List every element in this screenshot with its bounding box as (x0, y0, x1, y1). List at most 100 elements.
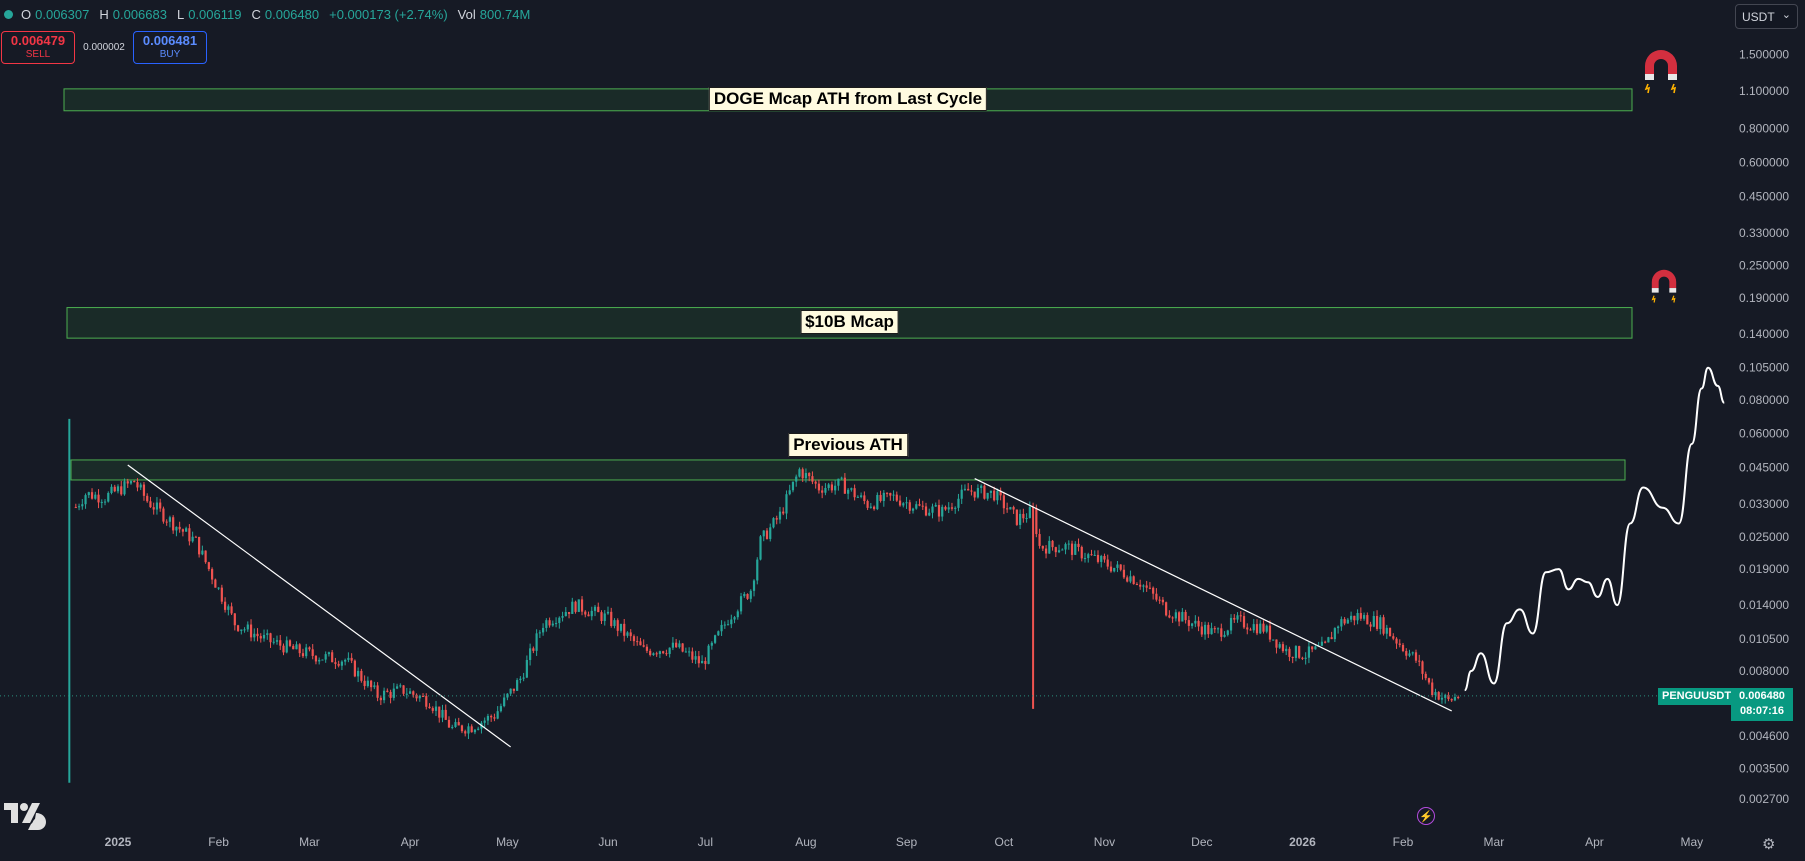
candle-body (1272, 639, 1275, 641)
candle-body (126, 481, 129, 484)
tradingview-logo-icon (4, 803, 46, 830)
candle-body (97, 494, 100, 503)
candle-body (418, 696, 421, 699)
candle-body (1252, 624, 1255, 631)
candle-body (499, 706, 503, 712)
candle-body (1320, 641, 1323, 646)
candle-body (477, 728, 480, 730)
candle-body (1453, 697, 1457, 701)
candle-body (331, 652, 334, 663)
candle-body (911, 508, 915, 511)
candle-body (116, 486, 120, 492)
candle-body (736, 611, 739, 618)
settings-icon[interactable]: ⚙ (1762, 836, 1776, 853)
y-tick-label: 0.008000 (1739, 664, 1789, 678)
candle-body (1019, 513, 1022, 525)
candle-body (240, 629, 243, 631)
candle-body (756, 559, 759, 581)
y-tick-label: 0.250000 (1739, 259, 1789, 273)
candle-body (103, 501, 107, 503)
candle-body (960, 489, 963, 499)
candle-body (1262, 623, 1265, 632)
currency-select[interactable]: USDT ⌄ (1735, 4, 1798, 29)
candle-body (759, 536, 762, 560)
candle-body (470, 726, 473, 733)
candle-body (1226, 630, 1229, 635)
candle-body (1103, 556, 1106, 560)
candle-body (970, 490, 973, 492)
candle-body (246, 624, 249, 630)
candle-body (902, 503, 905, 506)
x-tick-label: 2025 (105, 835, 132, 849)
candle-body (1246, 627, 1249, 630)
candle-body (713, 635, 717, 643)
candle-body (191, 536, 194, 542)
y-tick-label: 1.500000 (1739, 47, 1789, 61)
candle-body (142, 484, 146, 496)
candle-body (535, 633, 538, 651)
candle-body (1457, 697, 1460, 699)
x-tick-label: Oct (995, 835, 1014, 849)
candle-body (1106, 559, 1109, 567)
candle-body (233, 613, 236, 626)
candle-body (1431, 682, 1434, 696)
last-price-box: 0.006480 08:07:16 (1731, 687, 1793, 721)
candle-body (821, 490, 824, 493)
candle-body (837, 478, 840, 486)
candle-body (340, 661, 344, 666)
candle-body (623, 623, 626, 636)
candle-body (486, 715, 490, 721)
candle-body (795, 476, 798, 482)
candle-body (110, 486, 113, 493)
sell-button[interactable]: 0.006479 SELL (1, 31, 75, 64)
zone-label-doge-ath: DOGE Mcap ATH from Last Cycle (708, 86, 988, 111)
candle-body (1307, 646, 1311, 658)
candle-body (149, 501, 152, 508)
candle-body (892, 494, 895, 496)
y-tick-label: 0.033000 (1739, 497, 1789, 511)
candle-body (830, 484, 833, 491)
candle-body (1187, 620, 1190, 626)
candle-body (165, 521, 168, 523)
candle-body (655, 653, 658, 655)
candle-body (347, 657, 350, 660)
candle-body (580, 599, 584, 612)
zones-layer (63, 88, 1633, 481)
candle-body (791, 481, 795, 491)
candle-body (808, 473, 811, 477)
buy-button[interactable]: 0.006481 BUY (133, 31, 207, 64)
candle-body (1035, 508, 1038, 535)
candle-body (529, 648, 532, 660)
candle-body (1132, 576, 1135, 585)
candle-body (545, 620, 548, 628)
magnet-icon (1651, 269, 1677, 303)
candle-body (1178, 612, 1181, 622)
candle-body (483, 720, 486, 723)
candle-body (963, 488, 967, 490)
candle-body (1385, 627, 1388, 634)
candle-body (973, 491, 976, 498)
candle-body (1223, 634, 1226, 637)
y-tick-label: 0.025000 (1739, 530, 1789, 544)
candle-body (1421, 661, 1424, 674)
candle-body (1158, 599, 1161, 601)
candle-body (90, 492, 94, 499)
candle-body (778, 511, 782, 520)
candle-body (298, 644, 301, 654)
candle-body (412, 691, 415, 695)
candle-body (558, 617, 561, 624)
chevron-down-icon: ⌄ (1781, 9, 1791, 21)
candle-body (710, 642, 713, 646)
lightning-icon[interactable]: ⚡ (1417, 807, 1435, 825)
candle-body (662, 651, 665, 654)
candle-body (389, 691, 392, 698)
candle-body (431, 708, 434, 711)
y-tick-label: 0.003500 (1739, 761, 1789, 775)
candle-body (451, 726, 454, 728)
candle-body (967, 488, 970, 491)
candle-body (850, 488, 853, 490)
candle-body (353, 660, 356, 677)
candle-body (204, 550, 207, 563)
candle-body (1054, 547, 1057, 553)
